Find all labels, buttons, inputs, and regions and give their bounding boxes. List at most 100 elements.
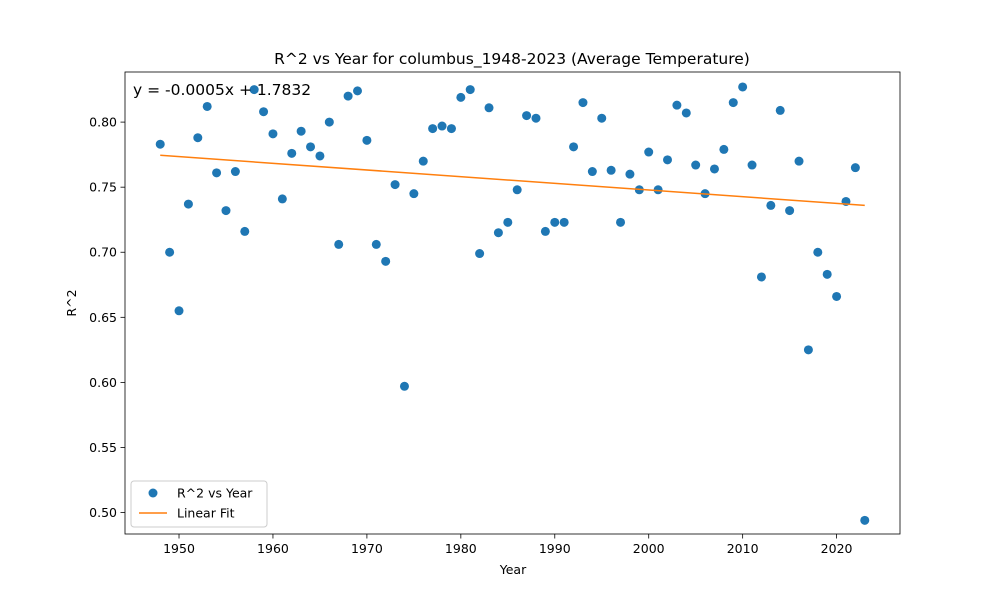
y-axis-label: R^2 [64,289,79,316]
x-tick-label: 1990 [539,541,571,556]
y-tick-label: 0.75 [89,180,117,195]
equation-annotation: y = -0.0005x + 1.7832 [133,81,311,99]
scatter-point [202,101,212,111]
scatter-point [766,200,776,210]
scatter-point [465,85,475,95]
scatter-point [334,239,344,249]
y-tick-label: 0.50 [89,505,117,520]
scatter-point [775,105,785,115]
scatter-point [709,164,719,174]
x-tick-label: 2010 [727,541,759,556]
scatter-point [606,165,616,175]
scatter-point [738,82,748,92]
data-layer [155,82,870,525]
scatter-point [428,124,438,134]
scatter-point [353,86,362,96]
scatter-point [756,272,766,282]
scatter-point [268,129,278,139]
x-tick-label: 1980 [445,541,477,556]
scatter-point [399,381,409,391]
legend-label-scatter: R^2 vs Year [177,486,253,501]
scatter-point [296,126,306,136]
scatter-point [728,98,738,108]
legend-scatter-marker [148,488,158,498]
x-tick-label: 1970 [351,541,383,556]
scatter-point [569,142,579,152]
scatter-point [587,167,597,177]
scatter-point [221,206,231,216]
x-tick-label: 2000 [633,541,665,556]
scatter-point [832,291,842,301]
scatter-point [803,345,813,355]
scatter-point [672,100,682,110]
scatter-point [381,256,391,266]
axes-layer: 1950 1960 1970 1980 1990 2000 2010 2020 0.50 0.55… [89,71,901,556]
scatter-point [578,98,588,108]
scatter-point [249,85,259,95]
scatter-point [456,92,466,102]
scatter-point [277,194,287,204]
scatter-point [794,156,804,166]
scatter-point [663,155,672,165]
scatter-point [597,113,607,123]
scatter-point [860,515,870,525]
scatter-point [259,107,269,117]
scatter-point [155,139,165,149]
x-tick-label: 2020 [821,541,853,556]
scatter-point [371,239,381,249]
x-axis-label: Year [499,562,527,577]
scatter-point [540,226,550,236]
y-tick-label: 0.65 [89,310,117,325]
legend: R^2 vs Year Linear Fit [130,480,268,528]
scatter-point [653,185,663,195]
chart-title: R^2 vs Year for columbus_1948-2023 (Aver… [274,50,750,69]
scatter-point [306,142,316,152]
y-tick-label: 0.70 [89,245,117,260]
y-tick-label: 0.80 [89,115,117,130]
scatter-point [522,111,532,121]
x-tick-label: 1960 [257,541,289,556]
scatter-point [324,117,334,127]
scatter-point [390,180,400,190]
scatter-point [813,247,823,257]
scatter-point [785,206,795,216]
scatter-point [747,160,757,170]
x-tick-label: 1950 [163,541,195,556]
scatter-point [362,135,372,145]
y-tick-label: 0.60 [89,375,117,390]
scatter-point [446,124,456,134]
axes-frame [124,71,901,535]
scatter-point [287,148,297,158]
scatter-point [503,217,513,227]
scatter-point [512,185,522,195]
scatter-point [418,156,428,166]
linear-fit-line [160,154,865,207]
y-tick-label: 0.55 [89,440,117,455]
scatter-point [475,249,485,259]
plot-area [125,72,900,534]
scatter-point [559,217,569,227]
scatter-point [616,217,626,227]
scatter-point [850,163,860,173]
scatter-point [437,121,447,131]
scatter-point [315,151,325,161]
scatter-point [644,147,654,157]
scatter-point [493,228,503,238]
scatter-point [719,144,729,154]
scatter-point [174,306,184,316]
scatter-point [691,160,701,170]
scatter-point [625,169,635,179]
plot-background [125,72,900,534]
scatter-point [822,269,832,279]
scatter-point [409,189,419,199]
legend-label-line: Linear Fit [177,506,235,521]
scatter-point [183,199,193,209]
scatter-point [193,133,203,143]
scatter-point [484,103,494,113]
scatter-point [240,226,250,236]
scatter-point [681,108,691,118]
scatter-point [531,113,541,123]
scatter-point [230,167,240,177]
scatter-point [212,168,222,178]
